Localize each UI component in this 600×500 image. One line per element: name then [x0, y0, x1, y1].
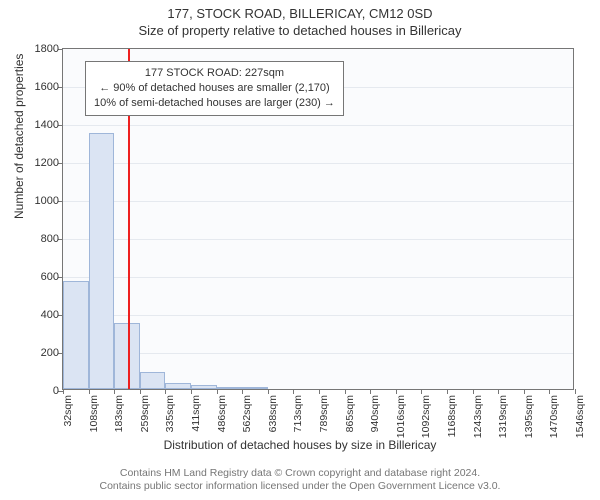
callout-line-3: 10% of semi-detached houses are larger (…	[94, 96, 335, 111]
x-tick-label: 1016sqm	[395, 395, 407, 438]
y-tick-label: 1200	[35, 157, 59, 169]
gridline	[63, 239, 573, 240]
x-tick	[524, 389, 525, 394]
x-tick-label: 108sqm	[88, 395, 100, 432]
x-tick-label: 259sqm	[139, 395, 151, 432]
histogram-bar	[165, 383, 191, 389]
x-tick-label: 713sqm	[292, 395, 304, 432]
histogram-bar	[242, 387, 268, 389]
x-tick	[575, 389, 576, 394]
y-tick-label: 1600	[35, 81, 59, 93]
x-tick-label: 1470sqm	[548, 395, 560, 438]
footer: Contains HM Land Registry data © Crown c…	[0, 467, 600, 494]
x-tick-label: 1168sqm	[446, 395, 458, 437]
x-tick-label: 1546sqm	[574, 395, 586, 438]
x-tick-label: 789sqm	[318, 395, 330, 432]
y-tick-label: 1000	[35, 195, 59, 207]
x-tick	[63, 389, 64, 394]
x-tick	[421, 389, 422, 394]
y-tick-label: 800	[41, 233, 59, 245]
x-tick	[191, 389, 192, 394]
x-tick-label: 562sqm	[241, 395, 253, 432]
page-title: 177, STOCK ROAD, BILLERICAY, CM12 0SD	[0, 6, 600, 21]
x-tick	[345, 389, 346, 394]
footer-line-2: Contains public sector information licen…	[0, 480, 600, 494]
x-tick	[447, 389, 448, 394]
footer-line-1: Contains HM Land Registry data © Crown c…	[0, 467, 600, 481]
x-axis-title: Distribution of detached houses by size …	[0, 438, 600, 452]
x-tick-label: 865sqm	[344, 395, 356, 432]
x-tick	[140, 389, 141, 394]
x-tick	[242, 389, 243, 394]
x-tick	[268, 389, 269, 394]
y-tick-label: 200	[41, 347, 59, 359]
gridline	[63, 277, 573, 278]
x-tick	[498, 389, 499, 394]
gridline	[63, 315, 573, 316]
histogram-bar	[89, 133, 115, 390]
y-tick-label: 600	[41, 271, 59, 283]
histogram-bar	[63, 281, 89, 389]
x-tick	[114, 389, 115, 394]
y-tick-label: 1800	[35, 43, 59, 55]
x-tick-label: 183sqm	[113, 395, 125, 432]
histogram-bar	[217, 387, 243, 389]
x-tick	[396, 389, 397, 394]
x-tick	[217, 389, 218, 394]
gridline	[63, 125, 573, 126]
chart: 02004006008001000120014001600180032sqm10…	[62, 48, 574, 390]
x-tick	[549, 389, 550, 394]
x-tick-label: 1092sqm	[420, 395, 432, 438]
x-tick-label: 411sqm	[190, 395, 202, 432]
x-tick	[293, 389, 294, 394]
y-tick-label: 1400	[35, 119, 59, 131]
gridline	[63, 201, 573, 202]
callout-line-2: ← 90% of detached houses are smaller (2,…	[94, 81, 335, 96]
x-tick-label: 940sqm	[369, 395, 381, 432]
y-axis-title: Number of detached properties	[12, 54, 26, 219]
x-tick-label: 638sqm	[267, 395, 279, 432]
callout-box: 177 STOCK ROAD: 227sqm← 90% of detached …	[85, 61, 344, 116]
plot-area: 02004006008001000120014001600180032sqm10…	[62, 48, 574, 390]
x-tick	[165, 389, 166, 394]
x-tick	[89, 389, 90, 394]
x-tick	[319, 389, 320, 394]
x-tick-label: 335sqm	[164, 395, 176, 432]
gridline	[63, 163, 573, 164]
page-subtitle: Size of property relative to detached ho…	[0, 23, 600, 38]
y-tick-label: 400	[41, 309, 59, 321]
callout-line-1: 177 STOCK ROAD: 227sqm	[94, 66, 335, 81]
histogram-bar	[191, 385, 217, 389]
x-tick-label: 1319sqm	[497, 395, 509, 438]
x-tick	[473, 389, 474, 394]
x-tick-label: 1243sqm	[472, 395, 484, 438]
x-tick-label: 486sqm	[216, 395, 228, 432]
x-tick-label: 32sqm	[62, 395, 74, 427]
x-tick	[370, 389, 371, 394]
x-tick-label: 1395sqm	[523, 395, 535, 438]
histogram-bar	[140, 372, 166, 389]
y-tick-label: 0	[53, 385, 59, 397]
